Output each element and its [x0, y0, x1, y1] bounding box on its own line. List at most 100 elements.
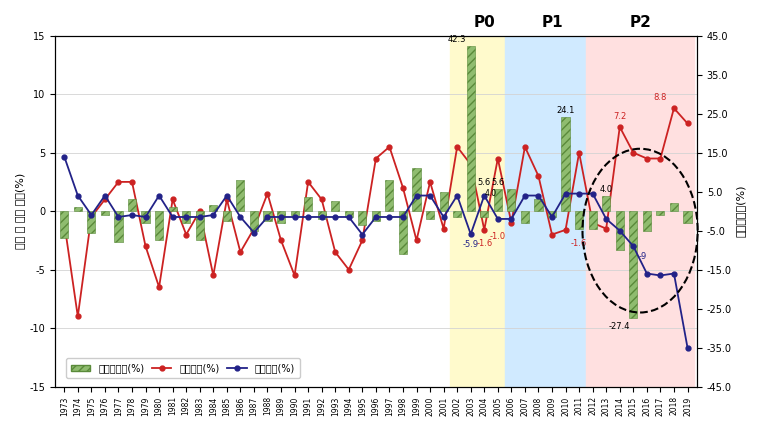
Bar: [182, 211, 190, 223]
Line: 기온편차(%): 기온편차(%): [62, 106, 690, 319]
Bar: [209, 205, 218, 211]
Bar: [385, 180, 393, 211]
Bar: [670, 203, 678, 211]
기온편차(%): [222, 197, 231, 202]
풍속편차(%): [493, 216, 502, 222]
Bar: [263, 211, 272, 221]
기온편차(%): [561, 227, 570, 233]
Bar: [223, 211, 231, 221]
Bar: [74, 207, 82, 211]
풍속편차(%): [154, 193, 164, 198]
기온편차(%): [276, 238, 285, 243]
Bar: [616, 211, 624, 250]
기온편차(%): [399, 185, 408, 190]
풍속편차(%): [371, 214, 380, 220]
Bar: [237, 180, 244, 211]
풍속편차(%): [59, 154, 68, 159]
Bar: [100, 211, 109, 215]
기온편차(%): [290, 273, 299, 278]
풍속편차(%): [466, 231, 476, 237]
풍속편차(%): [683, 345, 692, 350]
Text: P2: P2: [629, 15, 651, 30]
Bar: [304, 198, 312, 211]
기온편차(%): [236, 250, 245, 255]
Bar: [440, 192, 447, 211]
풍속편차(%): [100, 193, 110, 198]
풍속편차(%): [168, 214, 177, 220]
Text: P1: P1: [541, 15, 563, 30]
기온편차(%): [358, 238, 367, 243]
풍속편차(%): [127, 212, 136, 218]
Bar: [114, 211, 123, 242]
기온편차(%): [331, 250, 340, 255]
기온편차(%): [195, 209, 204, 214]
Bar: [426, 211, 434, 219]
기온편차(%): [114, 179, 123, 185]
풍속편차(%): [412, 193, 421, 198]
Bar: [412, 168, 421, 211]
Bar: [250, 211, 258, 230]
Bar: [88, 211, 95, 233]
기온편차(%): [250, 226, 259, 231]
기온편차(%): [575, 150, 584, 155]
기온편차(%): [642, 156, 651, 161]
Bar: [575, 211, 583, 229]
풍속편차(%): [385, 214, 394, 220]
Bar: [372, 211, 380, 221]
Text: 4.0: 4.0: [484, 189, 496, 198]
Bar: [480, 211, 489, 217]
기온편차(%): [385, 144, 394, 150]
Bar: [451, 36, 505, 387]
풍속편차(%): [290, 214, 299, 220]
기온편차(%): [493, 156, 502, 161]
풍속편차(%): [236, 214, 245, 220]
풍속편차(%): [344, 214, 353, 220]
풍속편차(%): [453, 193, 462, 198]
풍속편차(%): [629, 244, 638, 249]
Bar: [508, 189, 515, 211]
Bar: [317, 211, 326, 219]
기온편차(%): [547, 232, 556, 237]
Bar: [534, 199, 543, 211]
풍속편차(%): [670, 271, 679, 276]
Text: -27.4: -27.4: [609, 322, 631, 331]
풍속편차(%): [73, 193, 82, 198]
기온편차(%): [73, 314, 82, 319]
Bar: [155, 211, 163, 240]
풍속편차(%): [114, 214, 123, 220]
Bar: [128, 199, 136, 211]
기온편차(%): [629, 150, 638, 155]
풍속편차(%): [182, 214, 191, 220]
풍속편차(%): [507, 216, 516, 222]
Text: 5.6: 5.6: [491, 178, 505, 187]
Bar: [60, 211, 68, 238]
Text: -5.9: -5.9: [463, 240, 479, 249]
Bar: [169, 207, 177, 211]
Bar: [331, 202, 339, 211]
기온편차(%): [602, 226, 611, 231]
Bar: [466, 46, 475, 211]
Text: -9: -9: [638, 252, 647, 261]
Text: 4.0: 4.0: [600, 185, 613, 194]
Text: 5.6: 5.6: [478, 178, 491, 187]
기온편차(%): [317, 197, 326, 202]
Bar: [196, 211, 204, 240]
Bar: [291, 211, 298, 215]
Text: -1.6: -1.6: [476, 239, 492, 248]
풍속편차(%): [317, 214, 326, 220]
기온편차(%): [588, 220, 597, 226]
기온편차(%): [344, 267, 353, 272]
풍속편차(%): [479, 193, 489, 198]
기온편차(%): [425, 179, 435, 185]
기온편차(%): [453, 144, 462, 150]
Bar: [142, 211, 150, 223]
풍속편차(%): [521, 193, 530, 198]
Bar: [683, 211, 692, 223]
기온편차(%): [100, 197, 110, 202]
Bar: [453, 211, 461, 217]
Bar: [548, 211, 556, 217]
Bar: [399, 211, 407, 254]
Line: 풍속편차(%): 풍속편차(%): [62, 154, 690, 350]
Bar: [656, 211, 664, 215]
Bar: [358, 211, 366, 225]
